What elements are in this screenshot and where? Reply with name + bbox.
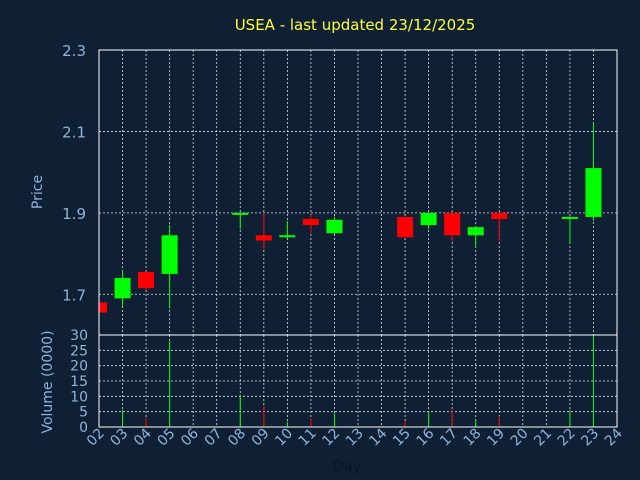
volume-tick-label: 0 [79,420,88,436]
x-tick-label: 04 [131,425,155,449]
x-tick-label: 06 [178,425,202,449]
x-tick-label: 23 [578,426,602,450]
candle-body [138,271,155,289]
x-tick-label: 11 [296,426,320,450]
x-tick-label: 10 [272,426,296,450]
x-tick-label: 24 [602,425,626,449]
candle-body [114,278,131,299]
volume-panel-frame [98,334,618,428]
volume-tick-label: 30 [70,328,88,344]
candle-body [326,219,343,234]
candle-body [491,212,508,219]
price-tick-label: 2.1 [62,123,86,141]
candles [98,123,602,313]
candle-body [161,235,178,274]
x-tick-label: 16 [414,425,438,449]
x-tick-label: 08 [225,426,249,450]
x-tick-label: 03 [107,426,131,450]
x-tick-label: 17 [437,426,461,450]
x-axis-label: Day [333,459,361,475]
candle-body [420,212,437,226]
price-tick-label: 1.7 [62,286,86,304]
candle-body [397,216,414,238]
candle-body [255,235,272,241]
candle-body [99,302,107,313]
candle-body [444,212,461,236]
x-tick-label: 12 [319,426,343,450]
x-tick-label: 13 [343,426,367,450]
volume-axis-label: Volume (0000) [40,330,56,433]
candle-body [467,227,484,236]
candle-body [585,168,602,217]
candle-body [232,212,249,215]
x-tick-label: 22 [555,426,579,450]
x-tick-label: 18 [461,426,485,450]
candle-body [561,216,578,219]
candle-body [302,218,319,226]
chart-title: USEA - last updated 23/12/2025 [235,16,476,34]
price-tick-label: 2.3 [62,42,86,60]
x-tick-label: 14 [366,425,390,449]
price-axis-label: Price [30,175,46,209]
price-tick-label: 1.9 [62,205,86,223]
price-panel-frame [98,49,618,336]
x-tick-label: 21 [531,426,555,450]
x-tick-label: 20 [508,426,532,450]
volume-tick-label: 25 [70,343,88,359]
volume-tick-label: 20 [70,359,88,375]
panel-frames [98,49,618,428]
x-tick-label: 15 [390,426,414,450]
volume-tick-label: 15 [70,374,88,390]
x-tick-label: 07 [202,426,226,450]
candle-body [279,235,296,238]
x-tick-label: 05 [155,426,179,450]
volume-tick-label: 10 [70,389,88,405]
volume-bars [98,335,594,427]
x-tick-label: 09 [249,426,273,450]
x-tick-label: 19 [484,426,508,450]
volume-tick-label: 5 [79,405,88,421]
